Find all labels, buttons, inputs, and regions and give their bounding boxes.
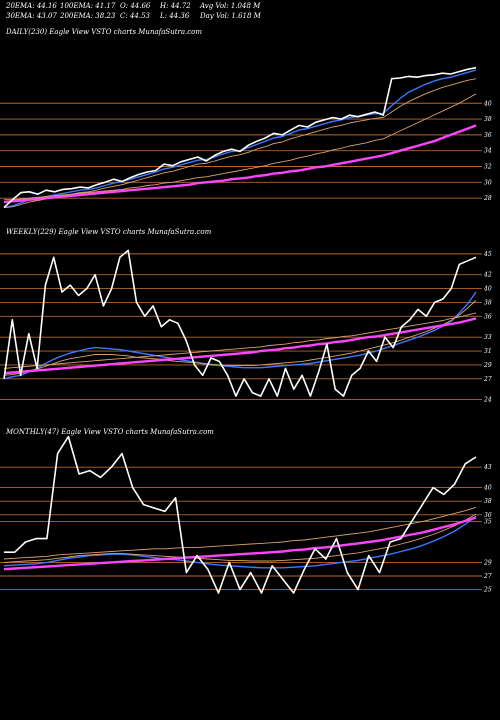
y-tick-label: 35 [484, 519, 492, 526]
y-tick-label: 38 [484, 116, 492, 123]
y-tick-label: 34 [484, 148, 492, 155]
y-tick-label: 36 [484, 132, 492, 139]
y-tick-label: 38 [484, 299, 492, 306]
header-stat: 20EMA: 44.16 [6, 2, 57, 10]
y-tick-label: 31 [484, 348, 492, 355]
header-stat: 200EMA: 38.23 [60, 12, 116, 20]
daily-chart-title: DAILY(230) Eagle View VSTO charts Munafa… [6, 28, 203, 36]
header-stat: L: 44.36 [160, 12, 190, 20]
y-tick-label: 28 [483, 195, 492, 202]
price-line [4, 435, 477, 594]
y-tick-label: 36 [484, 313, 492, 320]
price-line [3, 249, 477, 397]
y-tick-label: 24 [483, 397, 492, 404]
header-stat: H: 44.72 [160, 2, 191, 10]
y-tick-label: 25 [483, 587, 492, 594]
ema20-line [3, 69, 477, 209]
ema30-line [3, 300, 477, 376]
y-tick-label: 40 [483, 286, 492, 293]
ema20-line [3, 515, 477, 569]
ema30-line [3, 513, 477, 563]
y-tick-label: 43 [483, 464, 492, 471]
y-tick-label: 33 [484, 334, 492, 341]
ema200-line [3, 317, 477, 375]
header-stat: O: 44.66 [120, 2, 151, 10]
ema20-line [3, 291, 477, 380]
ema100-line [4, 93, 477, 201]
header-stat: 30EMA: 43.07 [6, 12, 57, 20]
y-tick-label: 38 [484, 498, 492, 505]
y-tick-label: 29 [483, 559, 492, 566]
price-line [3, 66, 477, 209]
monthly-chart-title: MONTHLY(47) Eagle View VSTO charts Munaf… [6, 428, 214, 436]
y-tick-label: 27 [483, 573, 492, 580]
header-stat: C: 44.53 [120, 12, 150, 20]
y-tick-label: 40 [483, 485, 492, 492]
ema100-line [3, 506, 477, 560]
ema200-line [3, 124, 477, 204]
weekly-chart-title: WEEKLY(229) Eagle View VSTO charts Munaf… [6, 228, 212, 236]
y-tick-label: 30 [484, 179, 492, 186]
ema200-line [3, 516, 477, 571]
y-tick-label: 29 [483, 362, 492, 369]
y-tick-label: 32 [484, 164, 492, 171]
ema100-line [3, 312, 477, 369]
y-tick-label: 36 [484, 512, 492, 519]
header-stat: 100EMA: 41.17 [60, 2, 116, 10]
y-tick-label: 42 [483, 272, 492, 279]
y-tick-label: 27 [483, 376, 492, 383]
y-tick-label: 40 [483, 100, 492, 107]
ema30-line [3, 78, 477, 209]
y-tick-label: 45 [483, 251, 492, 258]
header-stat: Avg Vol: 1.048 M [200, 2, 261, 10]
header-stat: Day Vol: 1.618 M [200, 12, 261, 20]
